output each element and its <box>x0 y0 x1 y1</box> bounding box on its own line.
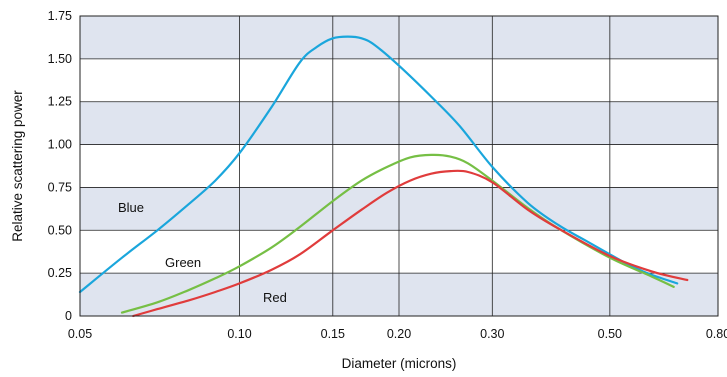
y-tick-label: 0.50 <box>48 223 72 237</box>
y-tick-label: 1.25 <box>48 95 72 109</box>
series-lines <box>78 35 689 318</box>
series-label-blue: Blue <box>118 200 144 215</box>
series-line-blue <box>78 35 679 294</box>
series-labels: Blue Green Red <box>118 200 287 305</box>
x-axis-label: Diameter (microns) <box>342 356 457 371</box>
x-tick-labels: 0.05 0.10 0.15 0.20 0.30 0.50 0.80 <box>68 327 727 341</box>
y-axis-label: Relative scattering power <box>10 90 25 242</box>
x-tick-label: 0.80 <box>706 327 727 341</box>
y-tick-label: 0 <box>65 309 72 323</box>
x-tick-label: 0.20 <box>387 327 411 341</box>
y-tick-label: 1.75 <box>48 9 72 23</box>
plot-frame <box>79 15 719 317</box>
y-tick-label: 1.00 <box>48 138 72 152</box>
y-tick-label: 0.25 <box>48 266 72 280</box>
x-tick-label: 0.50 <box>598 327 622 341</box>
x-tick-label: 0.15 <box>321 327 345 341</box>
y-tick-label: 0.75 <box>48 180 72 194</box>
x-tick-label: 0.30 <box>480 327 504 341</box>
series-line-red <box>132 169 689 318</box>
series-label-green: Green <box>165 255 201 270</box>
y-tick-labels: 0 0.25 0.50 0.75 1.00 1.25 1.50 1.75 <box>48 9 72 323</box>
x-tick-label: 0.05 <box>68 327 92 341</box>
y-tick-label: 1.50 <box>48 52 72 66</box>
x-tick-label: 0.10 <box>227 327 251 341</box>
series-label-red: Red <box>263 290 287 305</box>
